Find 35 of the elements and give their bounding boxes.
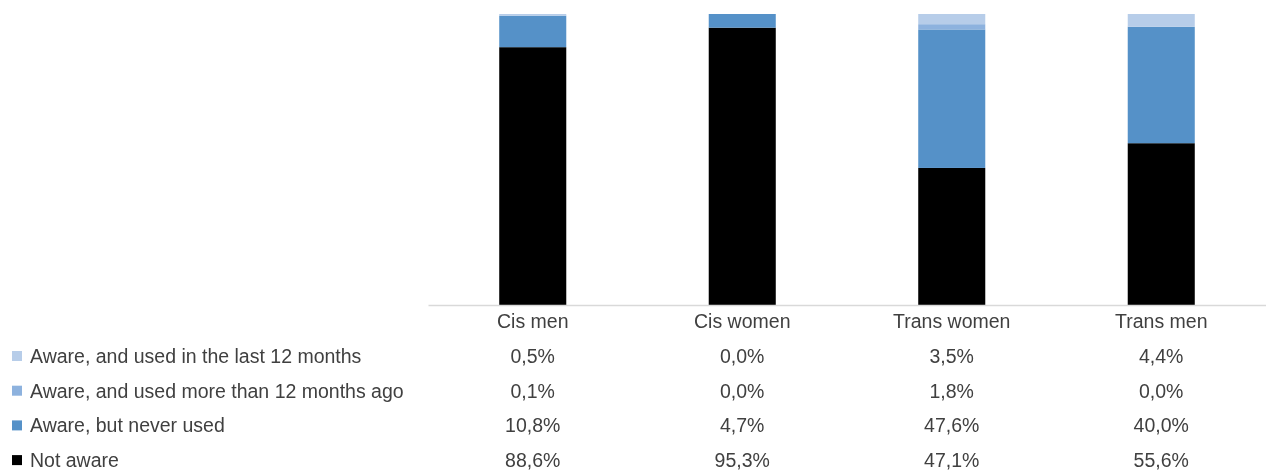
data-label: 0,0% — [1139, 379, 1184, 402]
bar — [918, 24, 986, 30]
data-label: 4,7% — [720, 414, 765, 437]
x-tick-label: Cis women — [694, 309, 791, 332]
x-tick-label: Trans men — [1115, 309, 1208, 332]
legend-label: Aware, and used in the last 12 months — [30, 344, 362, 367]
data-label: 40,0% — [1133, 414, 1189, 437]
data-label: 4,4% — [1139, 344, 1184, 367]
legend-label: Not aware — [30, 448, 119, 470]
bar — [1127, 14, 1195, 27]
x-tick-label: Cis men — [496, 309, 569, 332]
bar — [708, 14, 776, 28]
bar — [918, 14, 986, 25]
data-label: 47,1% — [924, 448, 980, 470]
data-label: 1,8% — [929, 379, 974, 402]
data-label: 55,6% — [1133, 448, 1189, 470]
data-label: 3,5% — [929, 344, 974, 367]
bar — [918, 29, 986, 168]
legend-label: Aware, and used more than 12 months ago — [30, 379, 404, 402]
x-tick-label: Trans women — [893, 309, 1011, 332]
legend-label: Aware, but never used — [30, 414, 225, 437]
data-label: 88,6% — [505, 448, 561, 470]
data-label: 95,3% — [714, 448, 770, 470]
bar — [1127, 26, 1195, 144]
bar — [499, 47, 567, 305]
bar — [1127, 143, 1195, 305]
bar — [708, 27, 776, 305]
data-label: 0,0% — [720, 379, 765, 402]
data-label: 10,8% — [505, 414, 561, 437]
bar — [499, 15, 567, 48]
data-label: 0,5% — [510, 344, 555, 367]
data-label: 0,0% — [720, 344, 765, 367]
bar — [918, 167, 986, 305]
data-label: 0,1% — [510, 379, 555, 402]
data-label: 47,6% — [924, 414, 980, 437]
